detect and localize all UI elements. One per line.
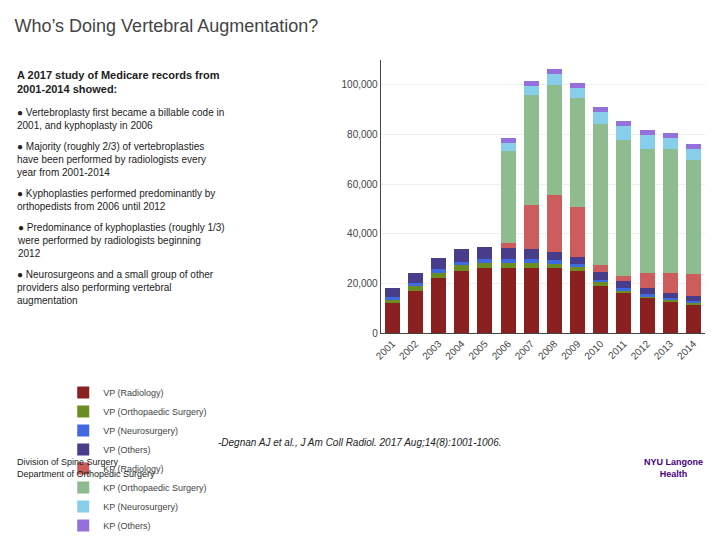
svg-text:2007: 2007 xyxy=(513,338,537,362)
svg-text:-Degnan AJ et al., J Am Coll R: -Degnan AJ et al., J Am Coll Radiol. 201… xyxy=(218,437,502,448)
svg-text:2009: 2009 xyxy=(559,338,583,362)
svg-text:2004: 2004 xyxy=(443,338,467,362)
svg-text:40,000: 40,000 xyxy=(347,228,378,239)
svg-text:2014: 2014 xyxy=(675,338,699,362)
svg-text:100,000: 100,000 xyxy=(342,79,379,90)
svg-text:80,000: 80,000 xyxy=(347,129,378,140)
svg-text:VP (Radiology): VP (Radiology) xyxy=(103,388,163,398)
svg-text:KP (Radiology): KP (Radiology) xyxy=(103,464,163,474)
svg-text:2002: 2002 xyxy=(397,338,421,362)
svg-text:2001: 2001 xyxy=(374,338,398,362)
svg-text:0: 0 xyxy=(372,328,378,339)
svg-text:2005: 2005 xyxy=(466,338,490,362)
svg-text:KP (Orthopaedic Surgery): KP (Orthopaedic Surgery) xyxy=(103,483,206,493)
svg-text:● Predominance of kyphoplastie: ● Predominance of kyphoplasties (roughly… xyxy=(17,222,225,259)
svg-text:NYU LangoneHealth: NYU LangoneHealth xyxy=(644,457,703,479)
svg-text:VP (Neurosurgery): VP (Neurosurgery) xyxy=(103,426,178,436)
svg-text:KP (Neurosurgery): KP (Neurosurgery) xyxy=(103,502,178,512)
svg-text:20,000: 20,000 xyxy=(347,278,378,289)
svg-text:2003: 2003 xyxy=(420,338,444,362)
svg-text:● Neurosurgeons and a small gr: ● Neurosurgeons and a small group of oth… xyxy=(17,269,214,306)
svg-text:Who’s Doing Vertebral Augmenta: Who’s Doing Vertebral Augmentation? xyxy=(14,16,318,36)
svg-text:2011: 2011 xyxy=(606,338,629,361)
svg-text:60,000: 60,000 xyxy=(347,179,378,190)
svg-text:VP (Others): VP (Others) xyxy=(103,445,150,455)
svg-text:2008: 2008 xyxy=(536,338,560,362)
svg-text:Division of Spine SurgeryDepar: Division of Spine SurgeryDepartment of O… xyxy=(17,457,155,479)
svg-text:● Vertebroplasty first became: ● Vertebroplasty first became a billable… xyxy=(17,107,224,131)
svg-text:2006: 2006 xyxy=(490,338,514,362)
svg-text:2013: 2013 xyxy=(652,338,676,362)
svg-text:A 2017 study of Medicare recor: A 2017 study of Medicare records from200… xyxy=(17,69,220,95)
svg-text:KP (Others): KP (Others) xyxy=(103,521,150,531)
svg-text:2010: 2010 xyxy=(582,338,606,362)
svg-text:● Kyphoplasties performed pred: ● Kyphoplasties performed predominantly … xyxy=(17,188,215,212)
svg-text:● Majority (roughly 2/3) of ve: ● Majority (roughly 2/3) of vertebroplas… xyxy=(17,141,206,178)
svg-text:VP (Orthopaedic Surgery): VP (Orthopaedic Surgery) xyxy=(103,407,206,417)
svg-text:2012: 2012 xyxy=(629,338,653,362)
